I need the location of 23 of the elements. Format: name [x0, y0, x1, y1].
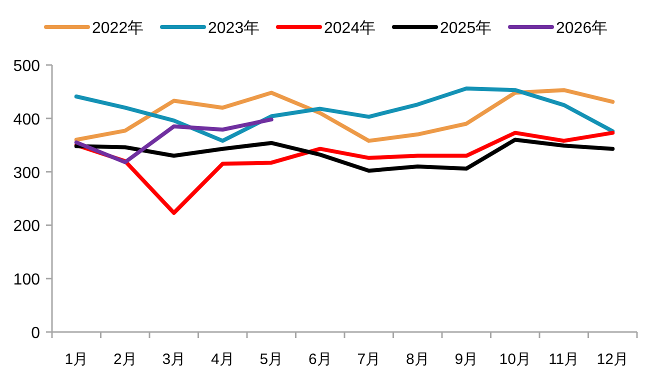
x-tick-label: 9月 [454, 351, 478, 368]
y-tick-label: 200 [13, 218, 40, 236]
x-tick-label: 10月 [499, 351, 531, 368]
y-tick-label: 300 [13, 164, 40, 182]
legend-label: 2022年 [92, 20, 144, 37]
legend-label: 2024年 [324, 20, 376, 37]
y-tick-label: 100 [13, 272, 40, 289]
x-tick-label: 6月 [308, 351, 332, 368]
y-tick-label: 400 [13, 111, 40, 128]
x-tick-label: 1月 [64, 351, 88, 368]
x-tick-label: 3月 [162, 351, 186, 368]
x-tick-label: 4月 [210, 351, 234, 368]
x-tick-label: 5月 [260, 351, 284, 368]
x-tick-label: 8月 [406, 351, 430, 368]
legend-label: 2025年 [440, 20, 492, 37]
x-tick-label: 11月 [548, 351, 580, 368]
x-tick-label: 2月 [113, 351, 137, 368]
x-tick-label: 7月 [357, 351, 381, 368]
legend-label: 2026年 [556, 20, 608, 37]
y-tick-label: 500 [13, 58, 40, 75]
y-tick-label: 0 [31, 325, 40, 342]
legend-label: 2023年 [208, 20, 260, 37]
x-tick-label: 12月 [596, 351, 628, 368]
